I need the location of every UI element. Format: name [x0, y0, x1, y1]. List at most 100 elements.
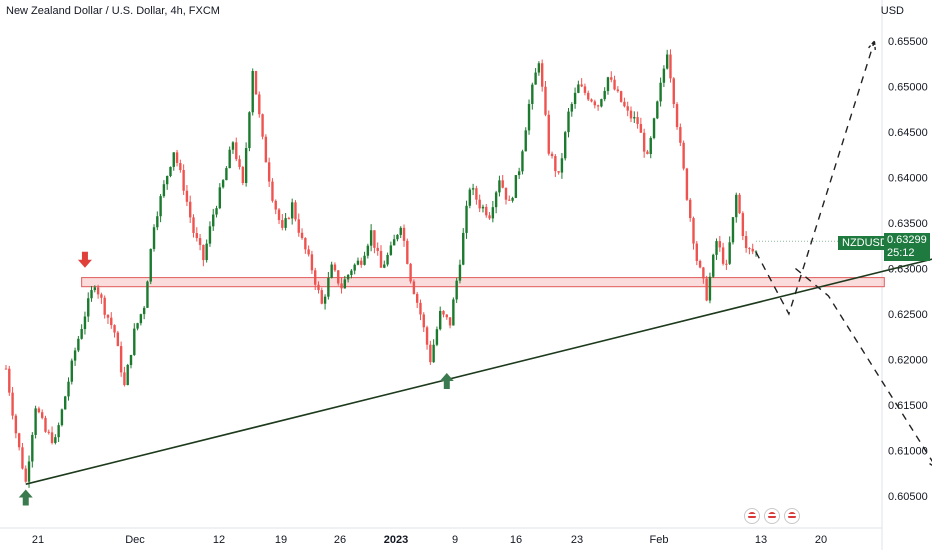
candle-body: [139, 314, 143, 324]
candle-body: [96, 287, 100, 295]
candle-body: [527, 104, 531, 131]
candle-body: [4, 368, 8, 370]
candle-body: [406, 240, 409, 264]
candle-body: [675, 104, 679, 128]
candle-body: [432, 344, 435, 363]
candle-body: [264, 136, 268, 163]
candle-body: [593, 101, 597, 106]
candle-body: [741, 213, 745, 237]
chart-title: New Zealand Dollar / U.S. Dollar, 4h, FX…: [6, 5, 220, 17]
candle-body: [682, 142, 685, 169]
projection-path: [755, 40, 876, 316]
candle-body: [14, 415, 18, 434]
y-tick-label: 0.65000: [888, 82, 928, 94]
candle-body: [363, 255, 366, 265]
candle-body: [261, 114, 264, 137]
candle-body: [425, 327, 429, 345]
candle-body: [90, 290, 93, 299]
x-tick-label: 13: [755, 534, 767, 546]
candle-body: [698, 260, 702, 268]
candle-body: [389, 245, 393, 255]
candle-body: [103, 297, 106, 315]
candle-body: [429, 344, 432, 363]
candle-body: [452, 299, 455, 326]
candle-body: [142, 307, 146, 315]
candle-body: [24, 468, 27, 482]
candle-body: [412, 281, 416, 294]
x-tick-label: 20: [815, 534, 827, 546]
candle-body: [195, 233, 198, 239]
candle-body: [560, 158, 564, 173]
candle-body: [442, 310, 445, 315]
candle-body: [218, 187, 222, 209]
x-tick-label: 23: [571, 534, 583, 546]
candle-body: [379, 250, 383, 268]
candle-body: [287, 218, 291, 220]
arrow-down-icon: [77, 251, 92, 268]
candle-body: [215, 208, 218, 215]
candle-body: [491, 207, 495, 219]
plot-area: [0, 0, 882, 528]
x-tick-label: 2023: [384, 534, 408, 546]
candle-body: [547, 114, 550, 154]
candle-body: [21, 447, 24, 469]
candle-body: [662, 68, 666, 83]
candle-body: [455, 280, 458, 300]
candle-body: [679, 127, 682, 143]
candle-body: [448, 317, 452, 326]
candle-body: [485, 206, 488, 216]
candle-body: [333, 264, 337, 271]
candle-body: [521, 151, 524, 172]
candle-body: [228, 149, 231, 169]
candle-body: [238, 159, 241, 167]
flag-icon[interactable]: [784, 508, 800, 524]
candle-body: [179, 162, 182, 171]
candle-body: [83, 316, 87, 330]
bar-countdown: 25:12: [887, 247, 915, 259]
candle-body: [488, 215, 491, 219]
candle-body: [646, 151, 649, 155]
x-tick-label: 19: [275, 534, 287, 546]
candle-body: [623, 101, 626, 107]
candle-body: [350, 270, 353, 275]
candle-body: [369, 230, 373, 246]
candle-body: [376, 247, 379, 251]
arrow-up-icon: [439, 372, 454, 389]
candle-body: [156, 216, 159, 228]
candle-body: [60, 409, 64, 426]
candle-body: [422, 314, 425, 328]
candle-body: [93, 287, 97, 291]
candle-body: [445, 314, 448, 318]
candle-body: [626, 106, 629, 111]
candle-body: [258, 94, 261, 115]
candle-body: [175, 152, 179, 163]
candle-body: [616, 89, 620, 92]
candle-body: [652, 118, 656, 138]
candle-body: [202, 244, 205, 261]
candle-body: [692, 218, 695, 244]
candle-body: [494, 192, 498, 208]
candle-body: [656, 101, 659, 119]
flag-icon[interactable]: [764, 508, 780, 524]
candle-body: [106, 314, 110, 318]
candle-body: [508, 199, 511, 201]
candle-body: [415, 293, 419, 303]
candle-body: [169, 166, 172, 177]
support-trendline: [25, 258, 932, 485]
candle-body: [537, 63, 541, 73]
candle-body: [458, 264, 462, 281]
candle-body: [57, 425, 60, 438]
candle-body: [712, 254, 715, 277]
candle-body: [87, 298, 90, 317]
candle-body: [639, 124, 643, 133]
y-tick-label: 0.60500: [888, 491, 928, 503]
candle-body: [231, 142, 235, 150]
candle-body: [721, 247, 725, 264]
candle-body: [557, 171, 560, 173]
candle-body: [323, 296, 327, 304]
candle-body: [540, 63, 544, 87]
candle-body: [110, 317, 113, 326]
flag-icon[interactable]: [744, 508, 760, 524]
candle-body: [17, 433, 21, 448]
